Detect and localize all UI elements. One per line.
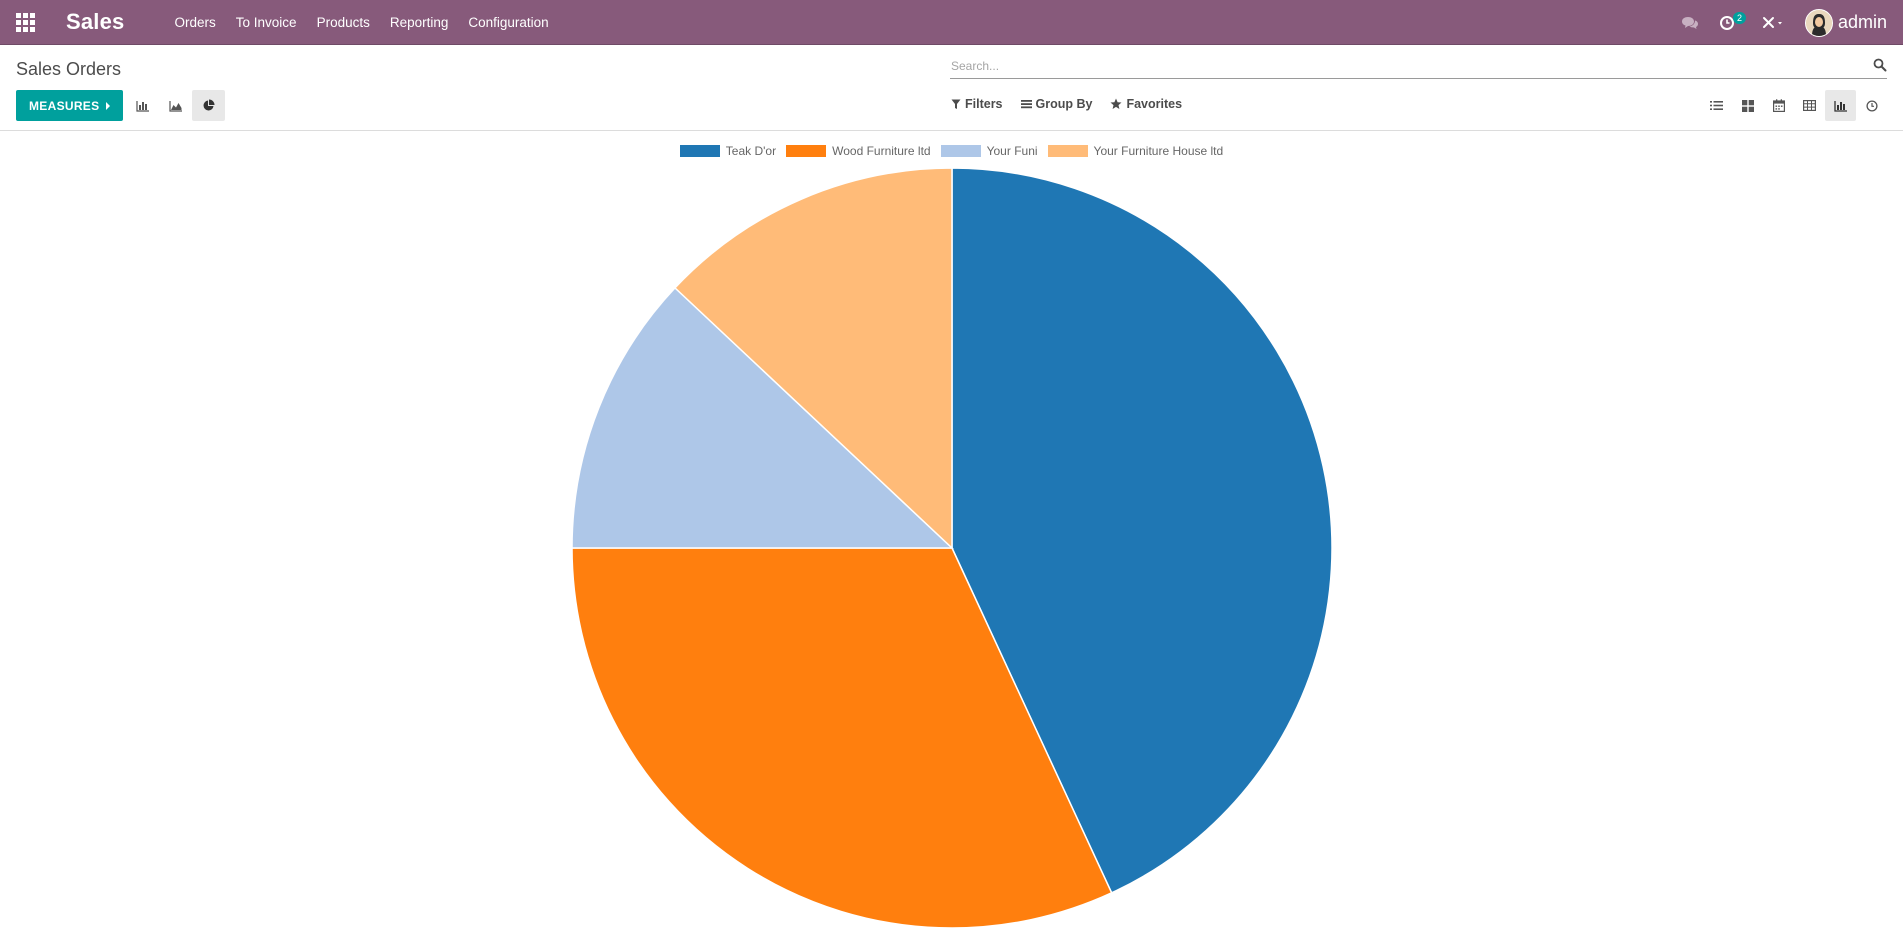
search-bar [950, 55, 1887, 79]
search-icon[interactable] [1873, 58, 1887, 72]
chart-legend: Teak D'or Wood Furniture ltd Your Funi Y… [5, 144, 1898, 158]
star-icon [1110, 98, 1122, 109]
graph-view: Teak D'or Wood Furniture ltd Your Funi Y… [5, 136, 1898, 929]
systray: 2 admin [1671, 0, 1903, 45]
pie-chart-icon [203, 99, 215, 111]
user-avatar [1804, 8, 1833, 37]
pie-chart [571, 167, 1333, 929]
search-options: Filters Group By Favorites [951, 97, 1200, 111]
table-icon [1803, 100, 1816, 111]
legend-swatch [786, 145, 827, 157]
filters-button[interactable]: Filters [951, 97, 1003, 111]
group-by-label: Group By [1035, 97, 1093, 111]
messaging-menu[interactable] [1671, 0, 1709, 45]
user-name: admin [1837, 12, 1887, 32]
list-icon [1710, 101, 1723, 110]
graph-view-button[interactable] [1825, 90, 1856, 121]
app-title[interactable]: Sales [66, 9, 125, 34]
debug-tools-menu[interactable] [1751, 0, 1795, 45]
chart-type-switcher [126, 90, 225, 121]
kanban-view-button[interactable] [1732, 90, 1763, 121]
top-navbar: Sales Orders To Invoice Products Reporti… [0, 0, 1903, 45]
filter-icon [951, 99, 961, 109]
area-chart-icon [168, 100, 182, 112]
pie-slice[interactable] [673, 167, 953, 550]
kanban-icon [1741, 99, 1754, 112]
measures-button[interactable]: MEASURES [16, 90, 124, 121]
legend-item[interactable]: Your Funi [940, 144, 1038, 158]
group-by-button[interactable]: Group By [1020, 97, 1093, 111]
legend-item[interactable]: Teak D'or [679, 144, 777, 158]
calendar-icon [1772, 99, 1785, 112]
control-panel: Sales Orders MEASURES [0, 45, 1903, 131]
legend-item[interactable]: Your Furniture House ltd [1047, 144, 1224, 158]
bar-chart-button[interactable] [126, 90, 159, 121]
list-bars-icon [1020, 100, 1032, 109]
list-view-button[interactable] [1701, 90, 1732, 121]
menu-reporting[interactable]: Reporting [389, 14, 449, 30]
pie-slice[interactable] [571, 286, 954, 549]
legend-label: Teak D'or [725, 144, 777, 158]
activity-count-badge: 2 [1732, 12, 1746, 24]
menu-configuration[interactable]: Configuration [468, 14, 549, 30]
bar-chart-icon [135, 100, 149, 112]
pie-slice[interactable] [951, 167, 1333, 894]
chat-icon [1681, 16, 1698, 29]
legend-swatch [679, 145, 720, 157]
user-menu[interactable]: admin [1795, 0, 1903, 45]
clock-icon [1719, 15, 1734, 30]
pie-slice[interactable] [571, 547, 1113, 929]
calendar-view-button[interactable] [1763, 90, 1794, 121]
legend-label: Your Furniture House ltd [1093, 144, 1224, 158]
favorites-button[interactable]: Favorites [1110, 97, 1182, 111]
view-switcher [1701, 90, 1887, 121]
breadcrumb-title: Sales Orders [16, 59, 122, 79]
line-chart-button[interactable] [159, 90, 192, 121]
menu-products[interactable]: Products [316, 14, 370, 30]
activity-menu[interactable]: 2 [1709, 0, 1746, 45]
clock-icon [1865, 99, 1878, 112]
legend-item[interactable]: Wood Furniture ltd [786, 144, 931, 158]
search-input[interactable] [950, 55, 1852, 77]
menu-orders[interactable]: Orders [174, 14, 216, 30]
tools-icon [1762, 16, 1782, 28]
legend-swatch [940, 145, 981, 157]
legend-label: Wood Furniture ltd [832, 144, 931, 158]
graph-icon [1833, 100, 1847, 112]
caret-right-icon [106, 101, 111, 110]
apps-grid-icon [15, 12, 35, 32]
apps-menu-button[interactable] [0, 0, 50, 45]
measures-label: MEASURES [29, 98, 100, 113]
menu-to-invoice[interactable]: To Invoice [235, 14, 297, 30]
filters-label: Filters [965, 97, 1003, 111]
main-menu: Orders To Invoice Products Reporting Con… [165, 0, 559, 45]
legend-swatch [1047, 145, 1088, 157]
activity-view-button[interactable] [1856, 90, 1887, 121]
favorites-label: Favorites [1126, 97, 1183, 111]
pivot-view-button[interactable] [1794, 90, 1825, 121]
pie-chart-button[interactable] [192, 90, 225, 121]
legend-label: Your Funi [986, 144, 1038, 158]
